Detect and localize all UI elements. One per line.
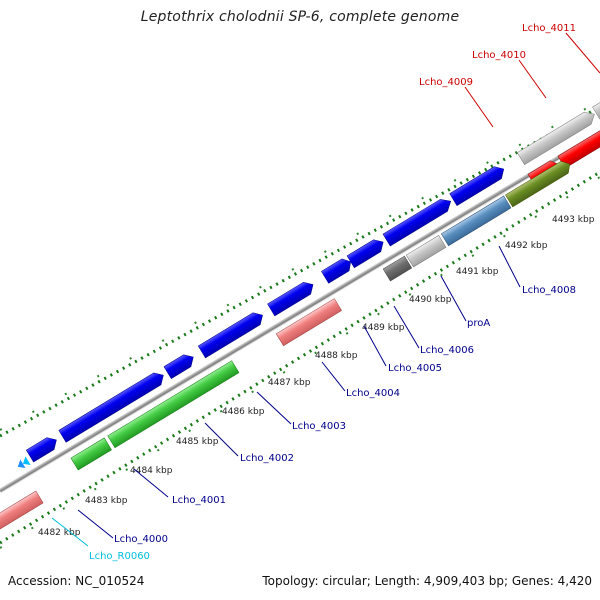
gene-lcho-4005-inner[interactable] [382,255,413,282]
scale-label-4493: 4493 kbp [552,215,595,225]
gene-lcho-4008-inner[interactable] [505,158,573,208]
gene-lcho-r0060-arrow[interactable] [15,459,26,472]
scale-label-4486: 4486 kbp [222,407,265,417]
gene-label-lcho-4011[interactable]: Lcho_4011 [522,23,576,34]
scale-label-4483: 4483 kbp [85,496,128,506]
gene-label-proa[interactable]: proA [467,318,490,329]
scale-label-4488: 4488 kbp [315,351,358,361]
scale-labels: 4482 kbp 4483 kbp 4484 kbp 4485 kbp 4486… [38,215,595,538]
gene-proa-inner[interactable] [440,195,512,247]
gene-label-lcho-4010[interactable]: Lcho_4010 [472,50,526,61]
gene-cds-forward-5[interactable] [197,309,266,359]
outer-tick-track [0,101,599,438]
genome-backbone [0,130,600,494]
gene-lcho-4010-arrow[interactable] [592,64,600,120]
gene-pink-left[interactable] [0,490,44,537]
gene-cds-forward-6[interactable] [163,351,197,379]
scale-label-4487: 4487 kbp [268,378,311,388]
gene-label-lcho-r0060[interactable]: Lcho_R0060 [89,551,150,562]
inner-strand-genes [0,158,573,537]
gene-lcho-4011-arrow[interactable] [516,108,598,166]
scale-label-4485: 4485 kbp [176,437,219,447]
gene-lcho-4008-arrow[interactable] [449,163,508,206]
topology-label: Topology: circular; Length: 4,909,403 bp… [262,574,592,588]
gene-lcho-4000-inner[interactable] [70,437,112,471]
gene-cds-forward-4[interactable] [267,279,317,317]
gene-cds-forward-3[interactable] [321,256,354,284]
gene-label-lcho-4008[interactable]: Lcho_4008 [522,285,576,296]
map-title: Leptothrix cholodnii SP-6, complete geno… [140,9,460,25]
gene-label-lcho-4003[interactable]: Lcho_4003 [292,421,346,432]
gene-label-lcho-4004[interactable]: Lcho_4004 [346,388,400,399]
gene-lcho-4006-inner[interactable] [405,235,447,268]
gene-label-lcho-4005[interactable]: Lcho_4005 [388,363,442,374]
gene-lcho-4003-inner[interactable] [275,298,342,347]
gene-label-lcho-4000[interactable]: Lcho_4000 [114,534,168,545]
inner-tick-track [0,170,600,549]
scale-label-4482: 4482 kbp [38,528,81,538]
scale-label-4484: 4484 kbp [130,466,173,476]
gene-label-lcho-4009[interactable]: Lcho_4009 [419,77,473,88]
forward-strand-genes [15,64,600,472]
gene-labels: Lcho_R0060 Lcho_4000 Lcho_4001 Lcho_4002… [89,23,576,562]
scale-label-4489: 4489 kbp [362,323,405,333]
gene-lcho-4001-inner[interactable] [107,360,240,449]
accession-label: Accession: NC_010524 [8,574,145,588]
label-leader-lines [51,32,600,547]
gene-lcho-r0060-arrow-2 [22,456,31,465]
gene-label-lcho-4002[interactable]: Lcho_4002 [240,453,294,464]
scale-label-4490: 4490 kbp [409,295,452,305]
gene-cds-forward-2[interactable] [346,236,387,269]
gene-label-lcho-4001[interactable]: Lcho_4001 [172,495,226,506]
gene-label-lcho-4006[interactable]: Lcho_4006 [420,345,474,356]
scale-label-4491: 4491 kbp [456,267,499,277]
gene-cds-forward-8[interactable] [25,434,60,463]
gene-cds-forward-1[interactable] [382,195,454,247]
gene-cds-forward-7[interactable] [58,369,167,443]
scale-label-4492: 4492 kbp [505,241,548,251]
